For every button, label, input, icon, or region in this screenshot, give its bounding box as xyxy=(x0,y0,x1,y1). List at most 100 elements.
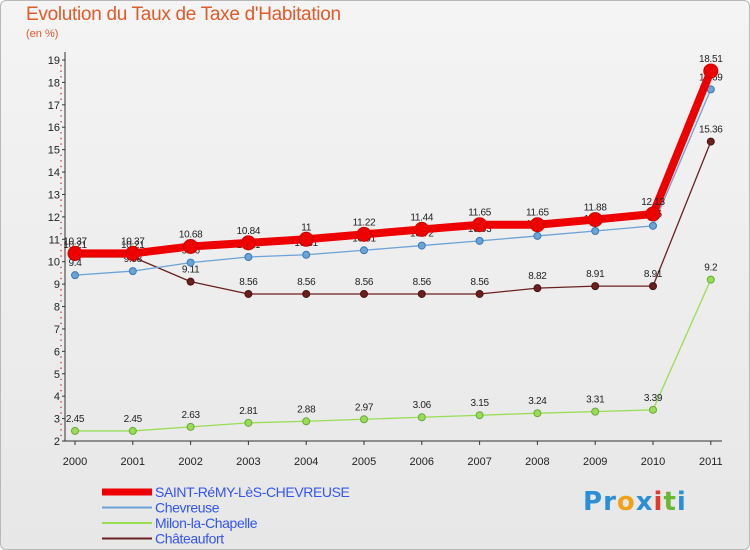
logo-letter: i xyxy=(676,487,687,517)
data-label: 8.91 xyxy=(644,269,663,280)
series-milon-la-chapelle: 2.45 2.45 2.63 2.81 2.88 2.97 3.06 3.15 3.24 3.31… xyxy=(66,263,718,435)
series-line xyxy=(74,278,712,432)
x-tick-label: 2008 xyxy=(525,456,549,468)
data-point xyxy=(591,282,600,291)
data-label: 8.91 xyxy=(586,269,605,280)
legend-label: SAINT-RéMY-LèS-CHEVREUSE xyxy=(155,484,350,500)
data-point xyxy=(649,282,657,291)
legend-label: Chevreuse xyxy=(155,500,220,516)
data-label: 2.88 xyxy=(297,404,316,415)
data-label: 11 xyxy=(301,222,312,233)
data-point xyxy=(67,245,83,261)
legend: SAINT-RéMY-LèS-CHEVREUSEChevreuseMilon-l… xyxy=(102,484,350,547)
y-minor-tick xyxy=(60,356,62,358)
y-minor-tick xyxy=(60,400,62,403)
data-point xyxy=(414,221,430,237)
y-minor-tick xyxy=(60,434,62,437)
y-tick-label: 2 xyxy=(54,436,60,448)
data-label: 11.22 xyxy=(353,217,377,228)
data-label: 11.65 xyxy=(526,208,550,219)
y-tick-label: 12 xyxy=(48,212,60,224)
data-point xyxy=(186,258,195,267)
y-minor-tick xyxy=(60,300,62,302)
data-label: 2.97 xyxy=(355,402,374,413)
data-label: 9.11 xyxy=(182,265,200,276)
data-point xyxy=(649,221,657,230)
data-label: 2.63 xyxy=(181,410,200,421)
data-point xyxy=(475,289,484,298)
data-label: 8.56 xyxy=(297,277,316,288)
data-label: 8.56 xyxy=(470,277,489,288)
x-tick-label: 2005 xyxy=(352,456,376,468)
y-tick-label: 9 xyxy=(54,279,60,291)
data-point xyxy=(533,231,542,240)
y-minor-tick xyxy=(60,160,62,162)
data-label: 8.56 xyxy=(355,277,374,288)
data-label: 18.51 xyxy=(699,54,723,65)
y-minor-tick xyxy=(60,344,62,347)
data-point xyxy=(128,267,137,276)
data-point xyxy=(533,409,542,418)
data-label: 12.13 xyxy=(641,197,665,208)
data-label: 10.37 xyxy=(121,236,145,247)
data-point xyxy=(71,426,79,435)
y-minor-tick xyxy=(60,227,62,229)
x-tick-label: 2004 xyxy=(294,456,318,468)
x-tick-label: 2010 xyxy=(641,456,665,468)
data-point xyxy=(475,236,484,245)
y-minor-tick xyxy=(60,367,62,369)
data-point xyxy=(706,275,715,284)
data-label: 3.31 xyxy=(586,395,605,406)
y-tick-label: 3 xyxy=(54,414,60,426)
y-minor-tick xyxy=(60,333,62,336)
y-minor-tick xyxy=(60,165,62,168)
data-label: 8.82 xyxy=(528,271,547,282)
data-point xyxy=(703,63,719,79)
y-minor-tick xyxy=(60,98,62,101)
data-label: 11.44 xyxy=(410,212,434,223)
logo-letter: t xyxy=(663,487,677,517)
chart-title: Evolution du Taux de Taxe d'Habitation xyxy=(26,4,341,25)
data-label: 11.65 xyxy=(468,208,492,219)
x-tick-label: 2003 xyxy=(236,456,260,468)
data-point xyxy=(475,411,484,420)
data-point xyxy=(244,289,253,298)
y-minor-tick xyxy=(60,137,62,140)
y-minor-tick xyxy=(60,76,62,78)
data-label: 10.68 xyxy=(179,229,203,240)
x-tick-label: 2007 xyxy=(467,456,491,468)
y-tick-label: 11 xyxy=(49,234,60,246)
data-label: 10.84 xyxy=(237,226,261,237)
data-label: 2.45 xyxy=(66,414,85,425)
data-label: 2.81 xyxy=(239,406,258,417)
series-line xyxy=(74,88,712,276)
data-label: 9.4 xyxy=(68,258,82,269)
data-label: 8.56 xyxy=(239,277,258,288)
x-tick-label: 2011 xyxy=(699,456,723,468)
y-tick-label: 8 xyxy=(54,302,60,314)
data-label: 3.24 xyxy=(528,396,547,407)
data-point xyxy=(186,277,195,286)
y-minor-tick xyxy=(60,64,62,67)
y-minor-tick xyxy=(60,277,62,280)
y-minor-tick xyxy=(60,389,62,392)
y-tick-label: 17 xyxy=(48,100,60,112)
y-minor-tick xyxy=(60,70,62,73)
data-point xyxy=(360,246,368,255)
logo-letter: o xyxy=(616,487,636,517)
y-tick-label: 18 xyxy=(48,77,60,89)
y-minor-tick xyxy=(60,244,62,246)
y-minor-tick xyxy=(60,339,62,341)
data-point xyxy=(706,137,715,146)
y-minor-tick xyxy=(60,87,62,89)
y-minor-tick xyxy=(60,384,62,386)
data-point xyxy=(244,252,253,261)
y-minor-tick xyxy=(60,204,62,207)
data-point xyxy=(591,227,600,236)
y-tick-label: 10 xyxy=(48,257,60,269)
y-minor-tick xyxy=(60,182,62,185)
y-minor-tick xyxy=(60,322,62,325)
legend-label: Châteaufort xyxy=(155,531,224,547)
